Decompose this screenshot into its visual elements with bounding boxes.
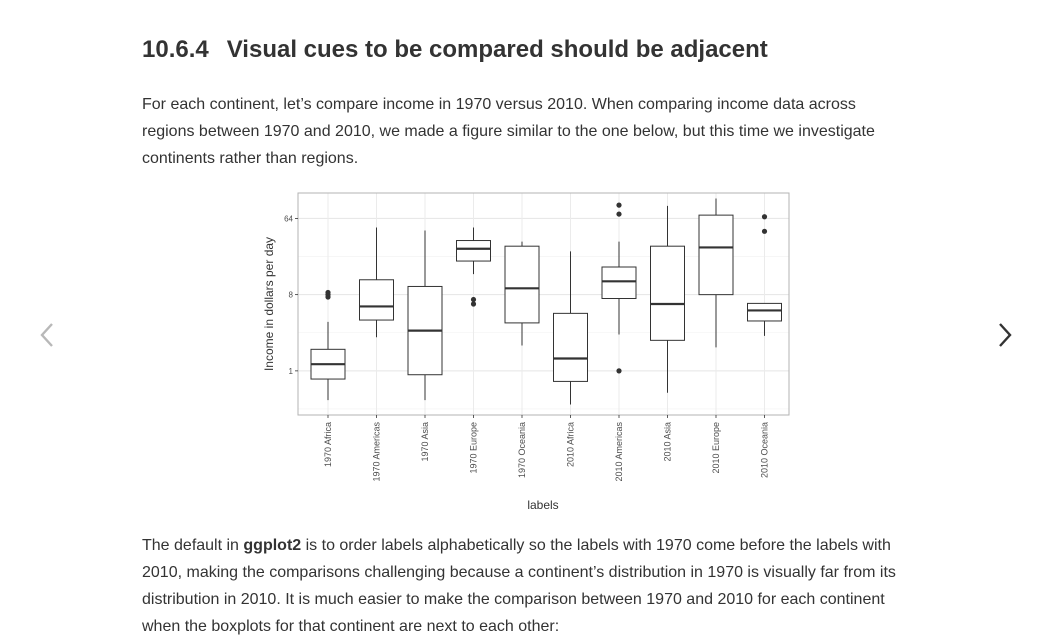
chevron-left-icon (40, 323, 53, 347)
boxes (310, 198, 782, 405)
outlier-point (470, 301, 477, 307)
section-number: 10.6.4 (142, 36, 209, 63)
box-2010-europe (698, 198, 734, 348)
x-axis-label: labels (527, 498, 558, 512)
x-tick-label: 1970 Americas (372, 422, 382, 482)
y-axis-label: Income in dollars per day (262, 237, 276, 371)
outlier-point (325, 289, 331, 296)
outro-paragraph: The default in ggplot2 is to order label… (142, 537, 896, 635)
y-tick-label: 1 (289, 367, 294, 376)
x-tick-label: 1970 Europe (469, 422, 479, 474)
box-2010-oceania (747, 214, 782, 336)
prev-page-button[interactable] (32, 318, 62, 352)
x-axis-ticks: 1970 Africa 1970 Americas 1970 Asia 1970 Eu… (323, 415, 770, 482)
boxplot-figure: 1 8 64 1970 Africa 1970 Americas 1970 Asia 19… (255, 186, 800, 516)
box-1970-oceania (504, 241, 540, 346)
outlier-point (616, 211, 622, 217)
outlier-point (616, 368, 622, 374)
outlier-point (470, 296, 477, 303)
section-heading: 10.6.4 Visual cues to be compared should … (142, 36, 768, 64)
x-tick-label: 2010 Africa (566, 422, 576, 467)
x-tick-label: 1970 Oceania (517, 422, 527, 478)
box-iqr (504, 245, 540, 324)
x-tick-label: 1970 Asia (420, 422, 430, 462)
package-name: ggplot2 (243, 537, 302, 554)
box-2010-asia (650, 205, 685, 393)
box-2010-africa (553, 251, 588, 405)
x-tick-label: 2010 Asia (663, 422, 673, 462)
box-iqr (698, 214, 734, 296)
outlier-point (761, 228, 768, 234)
box-1970-africa (310, 289, 346, 401)
box-iqr (747, 302, 782, 322)
section-title: Visual cues to be compared should be adj… (226, 36, 768, 63)
x-tick-label: 2010 Europe (711, 422, 721, 474)
box-1970-europe (456, 227, 491, 307)
x-tick-label: 2010 Oceania (760, 422, 770, 478)
x-tick-label: 2010 Americas (614, 422, 624, 482)
outlier-point (761, 214, 768, 220)
box-iqr (601, 266, 637, 299)
x-tick-label: 1970 Africa (323, 422, 333, 467)
y-tick-label: 8 (289, 291, 294, 300)
box-iqr (553, 312, 588, 382)
plot-panel-border (297, 192, 790, 416)
box-iqr (650, 245, 685, 341)
y-tick-label: 64 (284, 214, 293, 223)
box-1970-asia (407, 230, 443, 401)
outlier-point (616, 202, 622, 208)
intro-paragraph: For each continent, let’s compare income… (142, 96, 875, 167)
next-page-button[interactable] (990, 318, 1020, 352)
chevron-right-icon (999, 323, 1012, 347)
box-iqr (359, 279, 394, 321)
box-2010-americas (601, 202, 637, 374)
box-1970-americas (359, 227, 394, 338)
box-iqr (456, 240, 491, 262)
